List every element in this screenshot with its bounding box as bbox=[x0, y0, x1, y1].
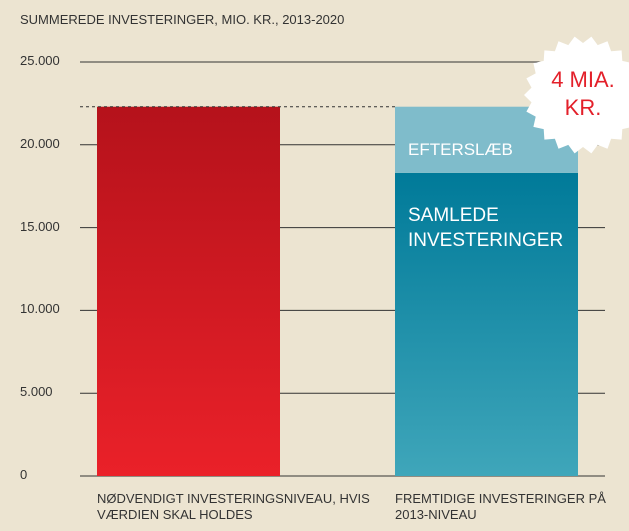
x-tick-label: NØDVENDIGT INVESTERINGSNIVEAU, HVIS VÆRD… bbox=[97, 491, 370, 522]
segment-label: SAMLEDE INVESTERINGER bbox=[408, 204, 564, 251]
y-tick-label: 10.000 bbox=[20, 301, 60, 317]
y-tick-label: 0 bbox=[20, 467, 28, 482]
chart-title: SUMMEREDE INVESTERINGER, MIO. KR., 2013-… bbox=[20, 12, 345, 27]
y-tick-label: 20.000 bbox=[20, 135, 60, 151]
segment-label: EFTERSLÆB bbox=[408, 139, 513, 159]
y-tick-label: 5.000 bbox=[20, 384, 53, 400]
x-tick-label: FREMTIDIGE INVESTERINGER PÅ 2013-NIVEAU bbox=[395, 491, 606, 522]
y-tick-label: 25.000 bbox=[20, 53, 60, 68]
starburst bbox=[524, 36, 629, 154]
y-tick-label: 15.000 bbox=[20, 218, 60, 234]
annotation: 4 MIA. KR. bbox=[551, 67, 615, 120]
bar bbox=[395, 172, 578, 476]
bar bbox=[97, 106, 280, 476]
